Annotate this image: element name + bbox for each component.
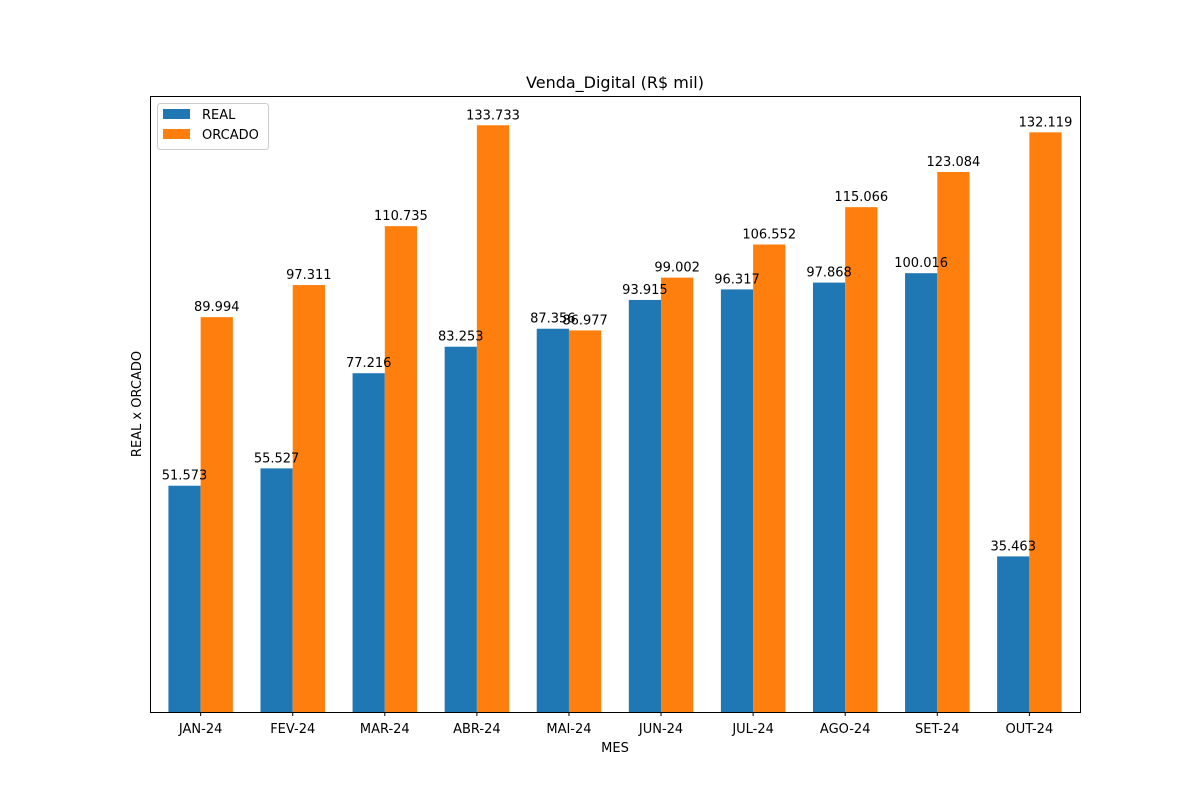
x-tick-label: MAR-24 xyxy=(360,722,410,737)
data-label-orcado-jun-24: 99.002 xyxy=(654,261,700,276)
bar-orcado-set-24 xyxy=(937,171,970,712)
data-label-real-abr-24: 83.253 xyxy=(438,330,484,345)
data-label-orcado-set-24: 123.084 xyxy=(927,155,981,170)
bar-real-mai-24 xyxy=(536,328,569,712)
data-label-real-jul-24: 96.317 xyxy=(714,272,760,287)
bar-orcado-abr-24 xyxy=(476,125,510,713)
data-label-real-out-24: 35.463 xyxy=(990,539,1036,554)
bar-real-fev-24 xyxy=(260,468,293,712)
data-label-orcado-jul-24: 106.552 xyxy=(742,228,796,243)
bar-orcado-mar-24 xyxy=(384,226,418,713)
plot-frame xyxy=(150,96,1081,713)
data-label-real-jan-24: 51.573 xyxy=(162,469,208,484)
x-tick-label: JUN-24 xyxy=(638,722,683,737)
x-tick-label: JAN-24 xyxy=(178,722,222,737)
y-axis-label: REAL x ORCADO xyxy=(130,351,145,457)
legend-swatch-real xyxy=(163,109,190,119)
x-tick-label: JUL-24 xyxy=(731,722,774,737)
bar-orcado-mai-24 xyxy=(568,330,602,712)
legend-label-real: REAL xyxy=(202,108,236,123)
bar-real-jul-24 xyxy=(720,289,754,712)
data-label-real-fev-24: 55.527 xyxy=(254,451,300,466)
bar-orcado-fev-24 xyxy=(292,285,325,712)
bar-labels-layer: 51.573 89.994 55.527 97.311 77.216 110.735 83.… xyxy=(162,108,1073,554)
chart-title: Venda_Digital (R$ mil) xyxy=(526,73,704,93)
legend-swatch-orcado xyxy=(163,129,190,139)
data-label-real-mar-24: 77.216 xyxy=(346,356,392,371)
data-label-real-set-24: 100.016 xyxy=(894,256,948,271)
x-tick-label: SET-24 xyxy=(915,722,959,737)
bar-real-ago-24 xyxy=(812,282,846,712)
bar-real-jan-24 xyxy=(168,485,201,712)
data-label-real-jun-24: 93.915 xyxy=(622,283,668,298)
data-label-orcado-ago-24: 115.066 xyxy=(834,190,888,205)
x-tick-label: MAI-24 xyxy=(546,722,591,737)
bar-orcado-jun-24 xyxy=(661,277,694,712)
bar-orcado-jul-24 xyxy=(753,244,786,712)
bar-orcado-ago-24 xyxy=(845,207,878,712)
x-tick-label: FEV-24 xyxy=(270,722,315,737)
bar-real-abr-24 xyxy=(444,346,477,712)
data-label-orcado-mar-24: 110.735 xyxy=(374,209,428,224)
x-axis-label: MES xyxy=(601,741,629,756)
legend: REAL ORCADO xyxy=(157,103,269,150)
bar-orcado-jan-24 xyxy=(200,317,233,712)
data-label-orcado-out-24: 132.119 xyxy=(1019,115,1073,130)
data-label-orcado-abr-24: 133.733 xyxy=(466,108,520,123)
data-label-real-ago-24: 97.868 xyxy=(806,266,852,281)
bar-real-set-24 xyxy=(905,273,938,712)
bar-real-mar-24 xyxy=(352,373,385,712)
data-label-orcado-jan-24: 89.994 xyxy=(194,300,240,315)
legend-label-orcado: ORCADO xyxy=(202,128,259,143)
bar-orcado-out-24 xyxy=(1029,132,1062,713)
bar-real-out-24 xyxy=(997,556,1030,712)
x-tick-label: OUT-24 xyxy=(1005,722,1053,737)
x-tick-label: AGO-24 xyxy=(820,722,871,737)
x-axis-ticks: JAN-24 FEV-24 MAR-24 ABR-24 MAI-24 JUN-24 JUL-… xyxy=(178,712,1053,737)
data-label-orcado-fev-24: 97.311 xyxy=(286,268,332,283)
x-tick-label: ABR-24 xyxy=(453,722,501,737)
bars-layer xyxy=(168,125,1062,713)
bar-real-jun-24 xyxy=(628,299,662,712)
data-label-real-mai-24: 87.356 xyxy=(530,312,576,327)
data-label-orcado-mai-24: 86.977 xyxy=(562,313,608,328)
